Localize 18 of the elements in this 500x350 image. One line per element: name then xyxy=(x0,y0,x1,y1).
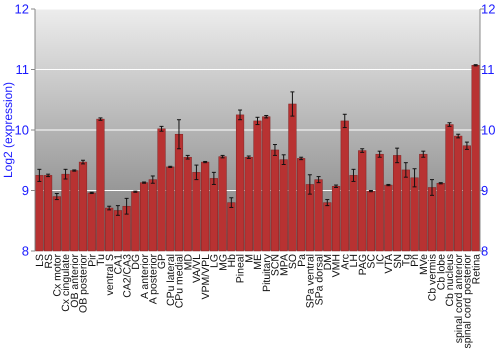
x-tick-label: OB posterior xyxy=(78,254,90,313)
y2-tick-label: 12 xyxy=(481,2,496,17)
x-tick-label: RS xyxy=(42,254,55,269)
y-axis-title: Log2 (expression) xyxy=(1,82,15,178)
y-tick-label: 12 xyxy=(14,2,29,17)
y2-tick-label: 11 xyxy=(481,62,494,78)
x-tick-label: Arc xyxy=(339,254,352,270)
y-tick-label: 8 xyxy=(22,244,29,259)
y-tick-label: 11 xyxy=(16,62,29,78)
x-tick-label: MVe xyxy=(418,254,430,276)
y2-tick-label: 10 xyxy=(481,122,496,138)
y-tick-label: 9 xyxy=(22,183,29,198)
y2-tick-label: 8 xyxy=(481,244,488,259)
x-tick-label: A posterior xyxy=(147,254,160,304)
y-tick-label: 10 xyxy=(14,122,29,138)
y2-tick-label: 9 xyxy=(481,183,488,198)
x-tick-label: Tg xyxy=(400,254,413,266)
x-tick-label: DG xyxy=(130,254,142,270)
